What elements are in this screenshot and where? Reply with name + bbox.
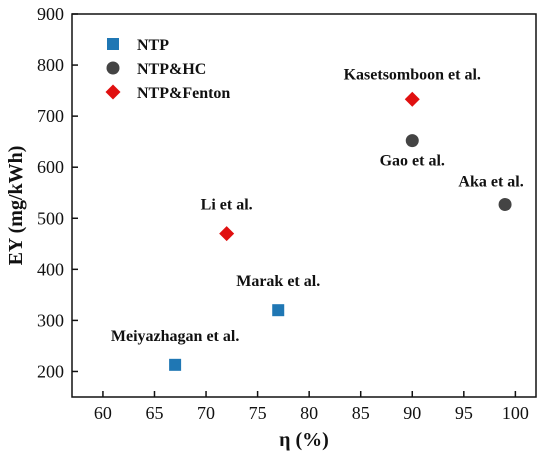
x-tick-label: 100 [502,403,529,423]
x-tick-label: 75 [249,403,267,423]
legend-label: NTP&Fenton [137,85,230,102]
point-label: Kasetsomboon et al. [344,66,481,83]
y-tick-label: 400 [37,259,64,279]
point-label: Marak et al. [236,273,320,290]
data-point [169,358,182,371]
point-label: Gao et al. [380,153,445,170]
data-point [272,304,285,317]
data-point [405,134,419,148]
plot-area [71,13,537,398]
x-axis-title: η (%) [279,429,329,451]
y-tick-label: 200 [37,361,64,381]
legend-marker [107,38,119,50]
legend-marker [106,61,120,75]
x-tick-label: 95 [455,403,473,423]
point-label: Aka et al. [458,173,523,190]
point-label: Li et al. [201,197,253,214]
y-tick-label: 300 [37,310,64,330]
y-tick-label: 600 [37,157,64,177]
y-axis-title: EY (mg/kWh) [5,146,27,266]
data-point [404,91,420,107]
legend-label: NTP [137,37,169,54]
point-labels: Meiyazhagan et al. Marak et al. Gao et al.… [111,66,524,345]
data-point [498,197,512,211]
data-point [219,226,235,242]
x-tick-label: 60 [94,403,112,423]
data-points [169,91,512,371]
y-tick-label: 700 [37,106,64,126]
x-tick-label: 65 [145,403,163,423]
legend: NTP NTP&HC NTP&Fenton [105,37,230,102]
legend-marker [105,84,121,100]
x-tick-label: 90 [403,403,421,423]
plot-frame [71,13,537,398]
x-tick-label: 80 [300,403,318,423]
x-tick-label: 85 [352,403,370,423]
point-label: Meiyazhagan et al. [111,328,239,345]
y-tick-label: 800 [37,55,64,75]
y-tick-label: 900 [37,4,64,24]
x-tick-label: 70 [197,403,215,423]
y-tick-label: 500 [37,208,64,228]
legend-label: NTP&HC [137,61,206,78]
axes: 60 65 70 75 80 85 90 95 100 200 300 400 500 600 700 800… [37,4,529,423]
